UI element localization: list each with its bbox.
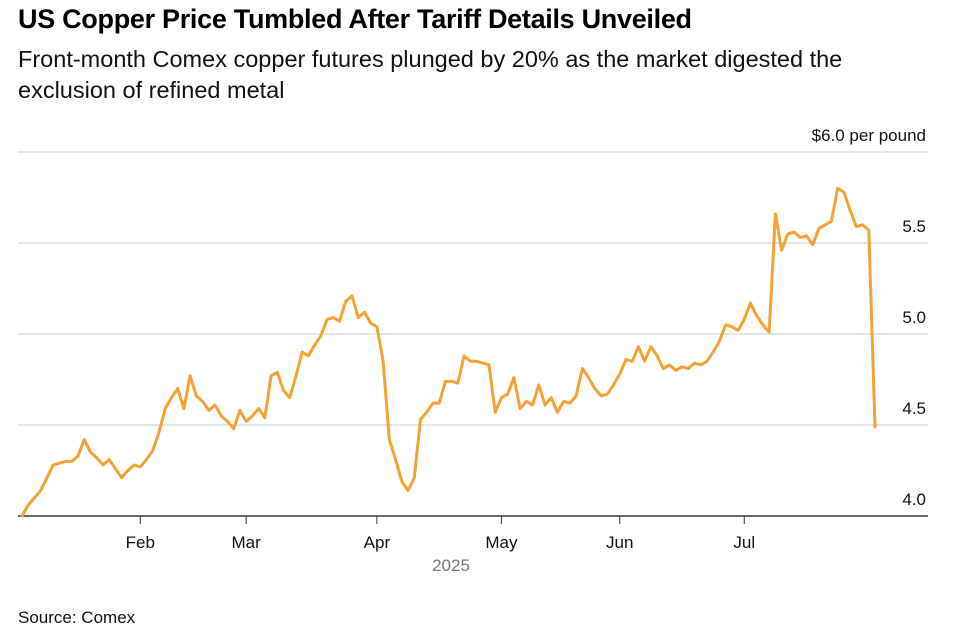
y-tick-label: $6.0 per pound	[812, 126, 926, 145]
x-axis-label: 2025	[432, 556, 470, 575]
y-tick-label: 4.0	[902, 490, 926, 509]
x-tick-label: May	[485, 533, 518, 552]
x-tick-label: Feb	[126, 533, 155, 552]
price-line	[20, 186, 877, 518]
x-tick-label: Apr	[364, 533, 391, 552]
y-tick-label: 5.5	[902, 217, 926, 236]
x-tick-label: Jun	[606, 533, 633, 552]
y-tick-label: 5.0	[902, 308, 926, 327]
chart-subtitle: Front-month Comex copper futures plunged…	[18, 46, 843, 103]
chart-title: US Copper Price Tumbled After Tariff Det…	[18, 4, 692, 34]
x-tick-label: Jul	[733, 533, 755, 552]
x-tick-label: Mar	[232, 533, 262, 552]
y-tick-label: 4.5	[902, 399, 926, 418]
source-note: Source: Comex	[18, 608, 136, 627]
